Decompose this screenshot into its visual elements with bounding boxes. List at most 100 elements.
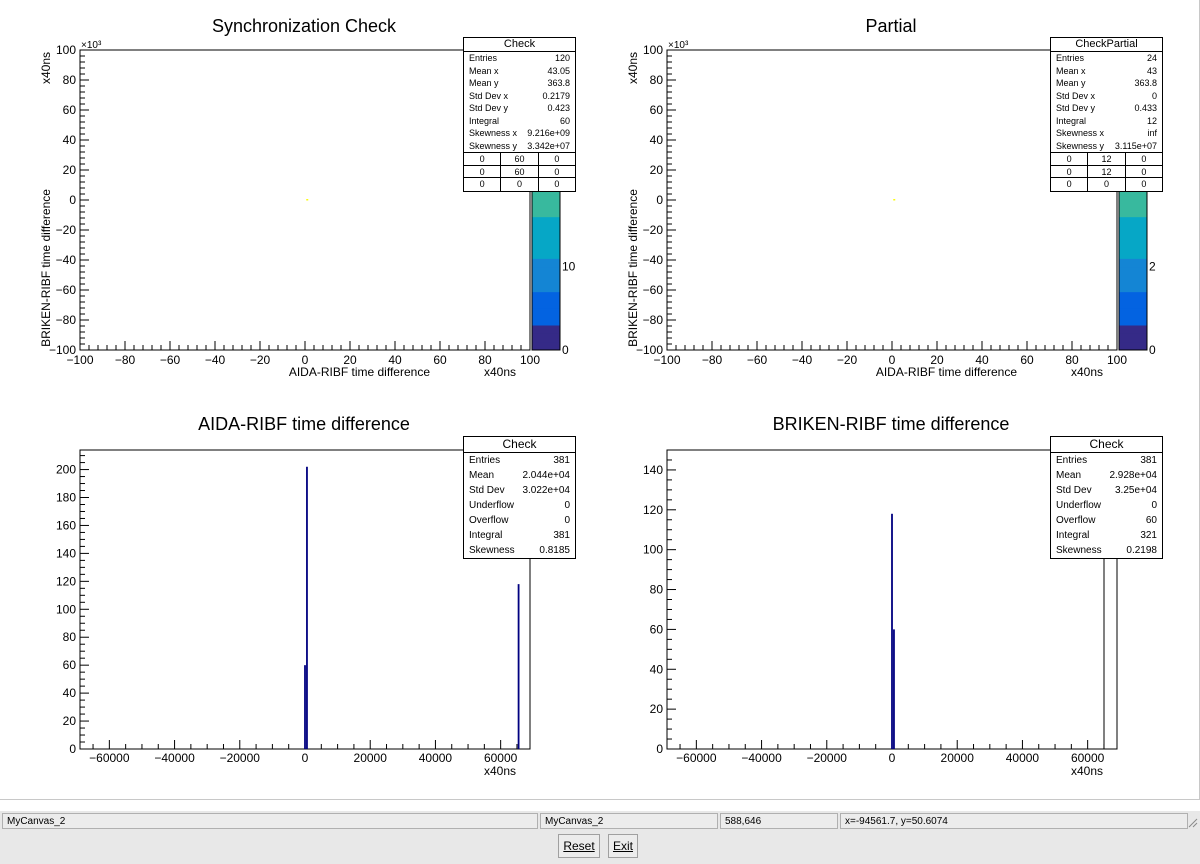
- palette-segment: [1119, 308, 1147, 318]
- x-tick-label: 40000: [1006, 751, 1040, 765]
- palette-segment: [532, 191, 560, 201]
- y-tick-label: 80: [63, 630, 77, 644]
- stats-grid-cell: 0: [1051, 165, 1089, 177]
- axis-ticks: [80, 455, 518, 750]
- x-axis-unit: x40ns: [1071, 764, 1103, 778]
- stats-box[interactable]: Check Entries 120 Mean x 43.05 Mean y 363.8 Std…: [463, 37, 576, 192]
- stats-value: 12: [1146, 115, 1157, 126]
- stats-row: Entries 120: [464, 52, 575, 65]
- reset-button[interactable]: Reset: [558, 834, 600, 858]
- stats-value: 2.928e+04: [1109, 470, 1157, 481]
- stats-key: Skewness: [1056, 545, 1102, 556]
- status-object-name: MyCanvas_2: [2, 813, 538, 829]
- stats-box-title: Check: [1051, 437, 1162, 453]
- stats-key: Underflow: [1056, 500, 1102, 511]
- stats-value: 0: [564, 515, 570, 526]
- stats-box[interactable]: Check Entries 381 Mean 2.928e+04 Std Dev 3.25e…: [1050, 436, 1163, 559]
- y-tick-label: 120: [643, 503, 663, 517]
- stats-grid-cell: 0: [1051, 178, 1089, 191]
- resize-grip-icon[interactable]: [1188, 818, 1198, 828]
- stats-grid-cell: 0: [1141, 179, 1147, 189]
- x-tick-label: 60: [433, 353, 447, 367]
- stats-row: Mean 2.044e+04: [464, 468, 575, 483]
- stats-box[interactable]: Check Entries 381 Mean 2.044e+04 Std Dev 3.022…: [463, 436, 576, 559]
- stats-value: 2.044e+04: [522, 470, 570, 481]
- y-tick-label: 100: [643, 543, 663, 557]
- x-tick-label: −60000: [676, 751, 717, 765]
- histogram-bar: [517, 584, 520, 749]
- stats-key: Integral: [1056, 530, 1090, 541]
- stats-key: Overflow: [1056, 515, 1096, 526]
- stats-value: 0.2198: [1126, 545, 1157, 556]
- y-tick-label: 100: [56, 43, 76, 57]
- chart-panel-3: AIDA-RIBF time difference −60000 −40000 −20…: [56, 414, 531, 778]
- y-tick-label: 20: [63, 163, 77, 177]
- stats-value: 0: [1151, 500, 1157, 511]
- palette-tick-label: 2: [1149, 260, 1156, 274]
- palette-segment: [532, 308, 560, 318]
- stats-key: Overflow: [469, 515, 509, 526]
- y-tick-label: 60: [650, 103, 664, 117]
- palette-segment: [532, 241, 560, 251]
- palette-segment: [1119, 341, 1147, 351]
- stats-grid: 0 60 0 0 60 0 0 0 0: [464, 152, 575, 191]
- stats-row: Mean y 363.8: [1051, 77, 1162, 90]
- stats-value: 363.8: [547, 78, 570, 88]
- stats-grid-cell: 60: [501, 165, 539, 177]
- x-tick-label: 40000: [419, 751, 453, 765]
- stats-key: Mean x: [1056, 65, 1086, 76]
- y-tick-label: −60: [56, 283, 77, 297]
- stats-row: Entries 24: [1051, 52, 1162, 65]
- stats-row: Underflow 0: [464, 498, 575, 513]
- stats-grid-cell: 0: [501, 178, 539, 191]
- palette-segment: [532, 250, 560, 259]
- y-axis-title: BRIKEN-RIBF time difference: [626, 189, 640, 347]
- stats-box[interactable]: CheckPartial Entries 24 Mean x 43 Mean y 363.8…: [1050, 37, 1163, 192]
- x-tick-label: −60: [747, 353, 768, 367]
- palette-segment: [532, 325, 560, 334]
- palette-segment: [532, 283, 560, 293]
- x-tick-label: 100: [520, 353, 540, 367]
- stats-grid-row: 0 12 0: [1051, 165, 1162, 178]
- axis-ticks: [666, 49, 1147, 351]
- x-tick-label: 0: [889, 751, 896, 765]
- x-axis-unit: x40ns: [1071, 365, 1103, 379]
- x-axis-unit: x40ns: [484, 365, 516, 379]
- stats-value: 0.433: [1134, 103, 1157, 113]
- stats-key: Integral: [469, 530, 503, 541]
- x-tick-label: −20: [250, 353, 271, 367]
- root-canvas[interactable]: Synchronization Check −100 −80 −60 −40 −20 0 20…: [0, 0, 1200, 800]
- palette-segment: [1119, 291, 1147, 301]
- button-bar: Reset Exit: [0, 831, 1200, 864]
- stats-key: Mean y: [469, 78, 499, 88]
- axis-ticks: [667, 449, 1105, 750]
- stats-row: Skewness x inf: [1051, 127, 1162, 140]
- stats-grid-row: 0 60 0: [464, 153, 575, 166]
- stats-row: Skewness 0.2198: [1051, 543, 1162, 558]
- stats-key: Underflow: [469, 500, 515, 511]
- histogram-bar: [891, 513, 893, 749]
- y-axis-unit: x40ns: [39, 52, 53, 84]
- x-tick-label: 60000: [1071, 751, 1105, 765]
- y-tick-label: 80: [63, 73, 77, 87]
- x-axis-title: AIDA-RIBF time difference: [289, 365, 430, 379]
- palette-segment: [1119, 225, 1147, 234]
- stats-grid-cell: 0: [1141, 154, 1147, 164]
- stats-row: Std Dev y 0.423: [464, 102, 575, 115]
- y-tick-label: 80: [650, 73, 664, 87]
- palette-segment: [532, 225, 560, 234]
- palette-segment: [1119, 208, 1147, 218]
- stats-row: Integral 60: [464, 115, 575, 128]
- y-tick-label: 40: [650, 662, 664, 676]
- exit-button[interactable]: Exit: [608, 834, 638, 858]
- reset-label: Reset: [563, 839, 595, 853]
- x-axis-unit: x40ns: [484, 764, 516, 778]
- stats-grid-cell: 0: [1051, 153, 1089, 165]
- y-tick-label: 60: [650, 622, 664, 636]
- palette-segment: [1119, 191, 1147, 201]
- palette-segment: [1119, 266, 1147, 276]
- palette-segment: [1119, 233, 1147, 243]
- stats-row: Integral 321: [1051, 528, 1162, 543]
